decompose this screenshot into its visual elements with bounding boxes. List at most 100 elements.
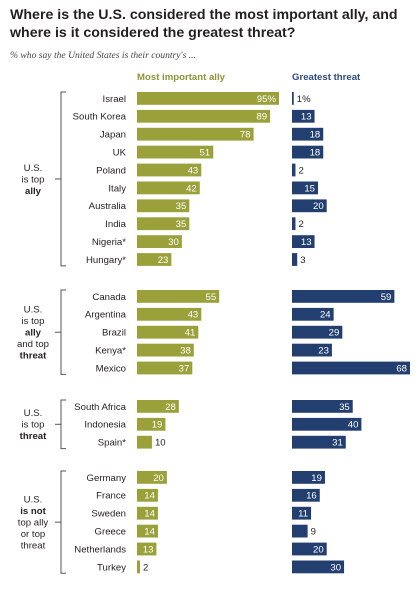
threat-bar — [292, 417, 362, 431]
threat-bar — [292, 199, 327, 213]
legend-threat-header: Greatest threat — [292, 72, 361, 83]
ally-value-label: 78 — [240, 130, 251, 141]
ally-value-label: 37 — [179, 363, 190, 374]
threat-value-label: 23 — [318, 346, 329, 357]
threat-bar — [292, 145, 324, 159]
ally-bar — [137, 560, 140, 574]
category-label: Poland — [96, 165, 126, 176]
threat-value-label: 19 — [311, 473, 322, 484]
ally-value-label: 38 — [180, 346, 191, 357]
ally-value-label: 51 — [200, 148, 211, 159]
group-bracket — [60, 91, 66, 267]
threat-bar — [292, 181, 319, 195]
threat-value-label: 30 — [330, 562, 341, 573]
ally-bar — [137, 471, 167, 484]
ally-bar — [137, 235, 182, 248]
ally-bar — [137, 325, 199, 339]
ally-value-label: 10 — [155, 438, 166, 449]
category-label: Nigeria* — [92, 237, 126, 248]
ally-bar — [137, 109, 271, 123]
threat-value-label: 35 — [339, 402, 350, 413]
category-label: Indonesia — [84, 420, 126, 431]
category-label: Argentina — [85, 310, 127, 321]
threat-bar — [292, 542, 327, 556]
ally-bar — [137, 145, 214, 159]
ally-bar — [137, 217, 190, 231]
threat-bar — [292, 435, 346, 449]
category-label: Hungary* — [86, 255, 126, 266]
threat-value-label: 40 — [348, 420, 359, 431]
category-label: Turkey — [97, 562, 126, 573]
group-bracket — [60, 399, 66, 450]
ally-bar — [137, 307, 202, 321]
category-label: South Korea — [73, 112, 127, 123]
ally-bar — [137, 524, 158, 538]
threat-bar — [292, 560, 345, 574]
ally-bar — [137, 361, 193, 375]
threat-bar — [292, 235, 315, 248]
ally-bar — [137, 163, 202, 177]
ally-value-label: 2 — [143, 562, 148, 573]
group-label: or top — [21, 529, 46, 540]
ally-value-label: 14 — [144, 491, 155, 502]
group-label: is top — [22, 316, 45, 327]
group-bracket — [60, 470, 66, 574]
ally-bar — [137, 199, 190, 213]
category-label: Spain* — [98, 438, 127, 449]
ally-bar — [137, 181, 200, 195]
threat-bar — [292, 343, 332, 357]
group-label: U.S. — [24, 163, 43, 174]
category-label: Australia — [89, 201, 127, 212]
group-label: is top — [22, 420, 45, 431]
category-label: Sweden — [91, 509, 126, 520]
threat-value-label: 13 — [301, 112, 312, 123]
threat-value-label: 18 — [310, 148, 321, 159]
category-label: Japan — [100, 130, 126, 141]
ally-bar — [137, 127, 254, 141]
group-label: threat — [20, 431, 47, 442]
ally-value-label: 13 — [143, 544, 154, 555]
group-label: U.S. — [24, 305, 43, 316]
ally-value-label: 41 — [185, 328, 196, 339]
category-label: Kenya* — [95, 346, 126, 357]
threat-bar — [292, 307, 334, 321]
threat-value-label: 29 — [329, 328, 340, 339]
category-label: France — [96, 491, 126, 502]
ally-value-label: 28 — [165, 402, 176, 413]
group-label: threat — [21, 541, 46, 552]
threat-bar — [292, 325, 343, 339]
ally-bar — [137, 488, 158, 502]
ally-bar — [137, 400, 179, 413]
category-label: India — [105, 219, 126, 230]
group-label: U.S. — [24, 408, 43, 419]
ally-value-label: 89 — [256, 112, 267, 123]
group-label: and top — [17, 339, 49, 350]
threat-value-label: 3 — [300, 255, 305, 266]
threat-bar — [292, 290, 395, 303]
category-label: Brazil — [102, 328, 126, 339]
ally-value-label: 20 — [153, 473, 164, 484]
ally-value-label: 95% — [257, 94, 277, 105]
category-label: Israel — [103, 94, 126, 105]
threat-bar — [292, 471, 325, 484]
chart-title: Where is the U.S. considered the most im… — [10, 7, 398, 41]
threat-value-label: 20 — [313, 544, 324, 555]
threat-value-label: 11 — [298, 509, 308, 520]
category-label: UK — [113, 148, 127, 159]
ally-value-label: 43 — [188, 165, 199, 176]
ally-value-label: 30 — [168, 237, 179, 248]
threat-bar — [292, 488, 320, 502]
threat-bar — [292, 109, 315, 123]
ally-bar — [137, 542, 157, 556]
category-label: Canada — [92, 292, 126, 303]
category-label: Italy — [108, 183, 126, 194]
category-label: Germany — [87, 473, 127, 484]
threat-bar — [292, 400, 353, 413]
ally-value-label: 19 — [152, 420, 163, 431]
ally-value-label: 42 — [186, 183, 197, 194]
category-label: Greece — [95, 527, 126, 538]
ally-bar — [137, 290, 220, 303]
threat-bar — [292, 92, 294, 105]
threat-value-label: 2 — [298, 219, 303, 230]
